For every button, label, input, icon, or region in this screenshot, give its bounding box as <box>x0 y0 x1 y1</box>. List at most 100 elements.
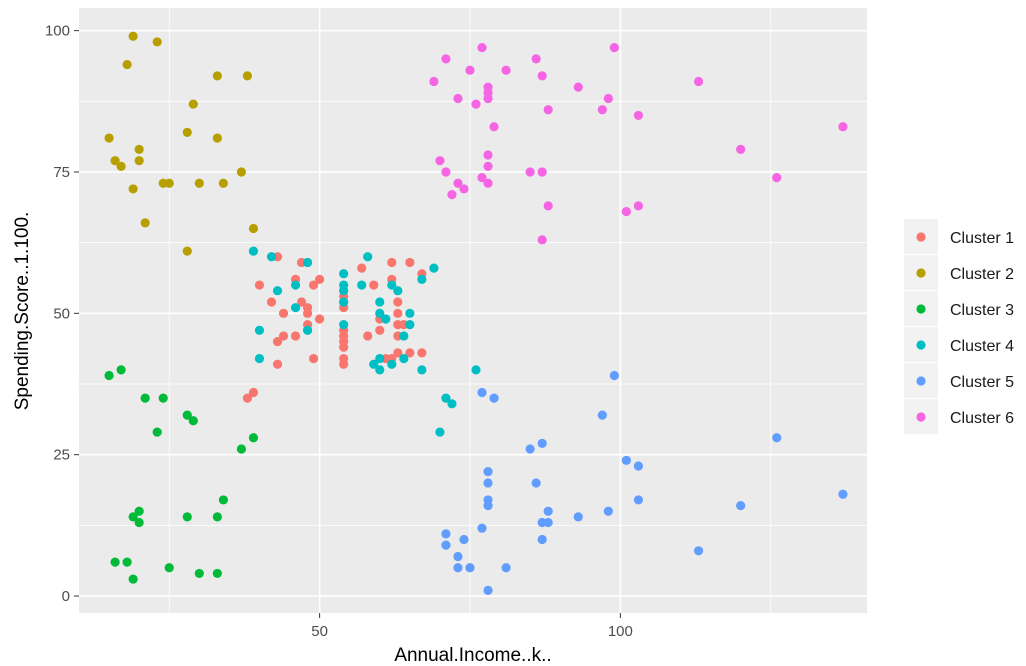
cluster-1-point <box>308 353 319 364</box>
cluster-1-point <box>308 280 319 290</box>
cluster-6-point <box>465 65 475 75</box>
cluster-1-point <box>290 331 301 341</box>
cluster-5-point <box>483 467 493 477</box>
cluster-5-point <box>609 370 619 381</box>
y-tick-label: 50 <box>53 305 70 322</box>
cluster-3-point <box>248 433 259 443</box>
cluster-3-point <box>134 506 144 516</box>
cluster-2-point <box>248 223 259 234</box>
x-axis: 50 100 <box>311 613 633 640</box>
cluster-6-point <box>477 42 487 53</box>
legend-swatch-cluster-4 <box>916 340 926 350</box>
cluster-6-point <box>435 156 445 166</box>
cluster-4-point <box>254 325 265 335</box>
cluster-4-point <box>290 280 301 290</box>
cluster-5-point <box>573 512 583 522</box>
cluster-4-point <box>266 252 277 262</box>
cluster-6-point <box>501 65 511 75</box>
cluster-5-point <box>459 534 469 545</box>
legend-label-cluster-3: Cluster 3 <box>950 302 1014 319</box>
cluster-3-point <box>164 563 174 573</box>
cluster-5-point <box>483 585 493 595</box>
legend-label-cluster-2: Cluster 2 <box>950 266 1014 283</box>
cluster-5-point <box>693 546 704 556</box>
cluster-4-point <box>375 308 385 318</box>
cluster-1-point <box>339 342 349 352</box>
cluster-1-point <box>302 308 313 318</box>
cluster-4-point <box>375 365 385 375</box>
cluster-3-point <box>194 568 204 579</box>
cluster-2-point <box>116 161 126 171</box>
cluster-3-point <box>236 444 247 454</box>
cluster-1-point <box>315 274 325 285</box>
cluster-6-point <box>537 167 547 177</box>
y-axis: 0 25 50 75 100 <box>45 23 79 605</box>
cluster-6-point <box>483 161 493 171</box>
cluster-6-point <box>483 150 493 160</box>
cluster-4-point <box>441 393 451 403</box>
cluster-6-point <box>489 122 499 132</box>
y-axis-title: Spending.Score..1.100. <box>12 212 33 411</box>
cluster-1-point <box>363 331 373 341</box>
cluster-2-point <box>194 178 204 188</box>
cluster-4-point <box>405 308 415 318</box>
cluster-1-point <box>248 387 259 398</box>
cluster-3-point <box>212 512 222 522</box>
cluster-6-point <box>838 122 848 132</box>
cluster-6-point <box>459 184 469 194</box>
cluster-1-point <box>242 393 253 403</box>
cluster-6-point <box>597 105 607 115</box>
cluster-4-point <box>339 286 349 296</box>
cluster-6-point <box>772 173 782 183</box>
cluster-1-point <box>369 280 379 290</box>
cluster-1-point <box>339 359 349 369</box>
x-tick-label: 50 <box>311 623 328 640</box>
legend: Cluster 1 Cluster 2 Cluster 3 Cluster 4 Clus… <box>904 219 1014 434</box>
cluster-5-point <box>483 478 493 488</box>
cluster-6-point <box>477 173 487 183</box>
cluster-1-point <box>393 348 403 358</box>
cluster-5-point <box>525 444 535 454</box>
cluster-6-point <box>441 54 451 64</box>
cluster-4-point <box>399 331 409 341</box>
cluster-1-point <box>254 280 265 290</box>
cluster-2-point <box>128 184 138 194</box>
cluster-2-point <box>182 246 192 256</box>
cluster-4-point <box>363 252 373 262</box>
cluster-4-point <box>429 263 439 273</box>
legend-swatch-cluster-3 <box>916 304 926 314</box>
y-tick-label: 25 <box>53 447 70 464</box>
y-tick-label: 75 <box>53 164 70 181</box>
cluster-5-point <box>477 523 487 533</box>
cluster-6-point <box>603 93 613 104</box>
cluster-4-point <box>375 353 385 364</box>
cluster-6-point <box>483 178 493 188</box>
cluster-2-point <box>164 178 174 188</box>
cluster-6-point <box>441 167 451 177</box>
cluster-4-point <box>302 257 313 268</box>
x-tick-label: 100 <box>608 623 633 640</box>
cluster-2-point <box>242 71 253 81</box>
cluster-6-point <box>537 235 547 245</box>
cluster-1-point <box>357 263 367 273</box>
cluster-6-point <box>543 105 553 115</box>
plot-panel <box>79 8 867 613</box>
cluster-2-point <box>212 71 222 81</box>
cluster-6-point <box>609 42 619 53</box>
legend-label-cluster-4: Cluster 4 <box>950 338 1014 355</box>
legend-label-cluster-6: Cluster 6 <box>950 410 1014 427</box>
cluster-5-point <box>838 489 848 499</box>
cluster-6-point <box>736 144 746 154</box>
cluster-5-point <box>597 410 607 420</box>
legend-swatch-cluster-5 <box>916 376 926 386</box>
legend-label-cluster-1: Cluster 1 <box>950 230 1014 247</box>
cluster-5-point <box>453 551 463 562</box>
cluster-6-point <box>633 201 644 211</box>
grid-major-lines <box>79 8 867 613</box>
x-axis-title: Annual.Income..k.. <box>394 645 551 666</box>
cluster-6-point <box>621 206 631 217</box>
legend-swatch-cluster-6 <box>916 412 926 422</box>
cluster-3-point <box>104 370 114 381</box>
cluster-2-point <box>140 218 150 228</box>
